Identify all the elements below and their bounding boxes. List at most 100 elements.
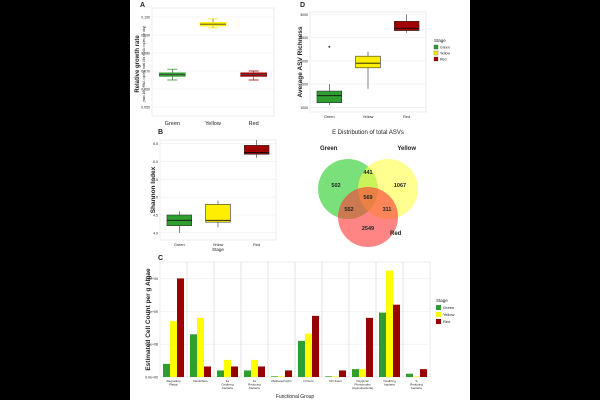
- figure: 0.100 0.090 0.080 0.070 0.060 0.050 Green Yello…: [130, 0, 470, 400]
- venn-set-label-red: Red: [390, 231, 402, 237]
- legend-label-D: Red: [440, 58, 446, 62]
- bar-C-yellow: [358, 369, 367, 377]
- x-tick-label-B: Green: [174, 243, 185, 247]
- y-axis-title-B: Shannon Index: [150, 166, 157, 213]
- x-tick-label-C: bacteria: [222, 386, 233, 390]
- bar-C-yellow: [169, 321, 178, 377]
- y-tick-label-D: 2500: [300, 36, 308, 40]
- x-tick-label-B: Yellow: [213, 243, 224, 247]
- x-tick-label-C: bacteria: [384, 383, 395, 387]
- bar-C-red: [312, 315, 320, 377]
- x-tick-label-D: Green: [324, 115, 335, 119]
- legend-label-C: Yellow: [443, 312, 455, 317]
- venn-count-yellow_only: 1067: [394, 183, 406, 189]
- venn-count-green_red: 552: [344, 207, 353, 213]
- x-tick-label-C: Oxidizing: [383, 379, 396, 383]
- y-axis-title-C: Estimated Cell Count per g Algae: [145, 268, 152, 371]
- legend-title-C: Stage: [436, 298, 448, 303]
- panel-label-A: A: [140, 2, 145, 9]
- venn-count-green_only: 502: [331, 183, 340, 189]
- venn-count-yellow_red: 311: [383, 207, 392, 213]
- bar-C-red: [285, 370, 293, 377]
- bar-C-green: [324, 376, 332, 377]
- y-tick-label-D: 1500: [300, 83, 308, 87]
- y-tick-label-A: 0.050: [141, 106, 150, 110]
- bar-C-red: [231, 366, 239, 377]
- venn-count-red_only: 2549: [362, 226, 374, 232]
- box-D-green: [316, 90, 343, 103]
- y-tick-label-A: 0.100: [141, 16, 150, 20]
- legend-label-D: Yellow: [440, 52, 450, 56]
- legend-swatch-D: [433, 56, 439, 62]
- y-axis-title-D: Average ASV Richness: [297, 26, 304, 97]
- bar-C-green: [405, 373, 413, 377]
- y-tick-label-B: 4.5: [153, 214, 158, 218]
- y-tick-label-B: 4.0: [153, 231, 158, 235]
- bar-C-yellow: [196, 317, 205, 377]
- bar-C-green: [243, 370, 251, 377]
- legend-swatch-D: [433, 44, 439, 50]
- y-tick-label-B: 5.0: [153, 196, 158, 200]
- x-tick-label-D: Yellow: [363, 115, 374, 119]
- bar-C-red: [339, 370, 347, 377]
- legend-swatch-D: [433, 50, 439, 56]
- y-tick-label-D: 2000: [300, 59, 308, 63]
- bar-C-yellow: [304, 333, 313, 377]
- bar-C-red: [393, 304, 401, 377]
- y-tick-label-C: 1.5e+09: [145, 277, 158, 281]
- x-tick-label-C: NO fixers: [329, 379, 342, 383]
- x-tick-label-C: bacteria: [249, 386, 260, 390]
- x-tick-label-C: (Cyanobacteria): [352, 386, 373, 390]
- bar-C-red: [420, 369, 428, 377]
- legend-swatch-C: [436, 312, 441, 317]
- x-tick-label-C: Phototrophs: [354, 383, 371, 387]
- x-tick-label-A: Green: [165, 121, 180, 127]
- venn-title: E Distribution of total ASVs: [332, 130, 404, 136]
- panel-label-B: B: [158, 129, 163, 136]
- y-tick-label-B: 6.5: [153, 142, 158, 146]
- y-tick-label-C: 0.0e+00: [145, 376, 158, 380]
- x-tick-label-C: N fixers: [303, 379, 314, 383]
- x-tick-label-C: Degrading: [167, 379, 181, 383]
- panel-A: [151, 7, 275, 117]
- bar-C-green: [162, 363, 170, 377]
- bar-C-yellow: [277, 376, 286, 377]
- y-tick-label-B: 5.5: [153, 178, 158, 182]
- bar-C-yellow: [385, 270, 394, 377]
- panel-B: [159, 139, 277, 241]
- x-tick-label-C: Denitrifiers: [193, 379, 208, 383]
- legend-label-D: Green: [440, 46, 450, 50]
- x-tick-label-C: Reducing: [248, 383, 261, 387]
- y-tick-label-C: 1.0e+09: [145, 310, 158, 314]
- y-axis-title-A: Relative growth rate: [135, 35, 141, 93]
- x-axis-title-B: Stage: [212, 247, 224, 252]
- y-tick-label-A: 0.070: [141, 70, 150, 74]
- bar-C-yellow: [250, 359, 259, 377]
- panel-label-D: D: [300, 2, 305, 9]
- y-tick-label-A: 0.080: [141, 52, 150, 56]
- panel-label-C: C: [158, 255, 163, 262]
- x-tick-label-C: Fe: [253, 379, 257, 383]
- x-tick-label-C: bacteria: [411, 386, 422, 390]
- bar-C-green: [216, 370, 224, 377]
- venn-count-green_yellow: 441: [363, 170, 372, 176]
- box-D-red: [393, 21, 420, 31]
- y-tick-label-D: 3000: [300, 13, 308, 17]
- x-tick-label-C: Reducing: [410, 383, 423, 387]
- y-axis-subtitle-A: (max 16s rRNA copies/ total 16s rRNA cop…: [142, 26, 146, 103]
- bar-C-red: [177, 278, 185, 377]
- bar-C-green: [378, 312, 386, 377]
- x-tick-label-B: Red: [253, 243, 260, 247]
- box-D-yellow: [355, 55, 381, 69]
- venn-set-label-yellow: Yellow: [397, 146, 416, 152]
- bar-C-green: [297, 340, 305, 377]
- bar-C-green: [189, 334, 197, 377]
- bar-C-yellow: [223, 359, 232, 377]
- bar-C-yellow: [412, 376, 421, 377]
- legend-swatch-C: [436, 305, 441, 310]
- x-tick-label-C: Methanotrophs: [271, 379, 292, 383]
- venn-circle-red: [338, 187, 398, 247]
- x-tick-label-C: S: [415, 379, 417, 383]
- venn-count-all: 569: [363, 195, 372, 201]
- y-tick-label-A: 0.090: [141, 34, 150, 38]
